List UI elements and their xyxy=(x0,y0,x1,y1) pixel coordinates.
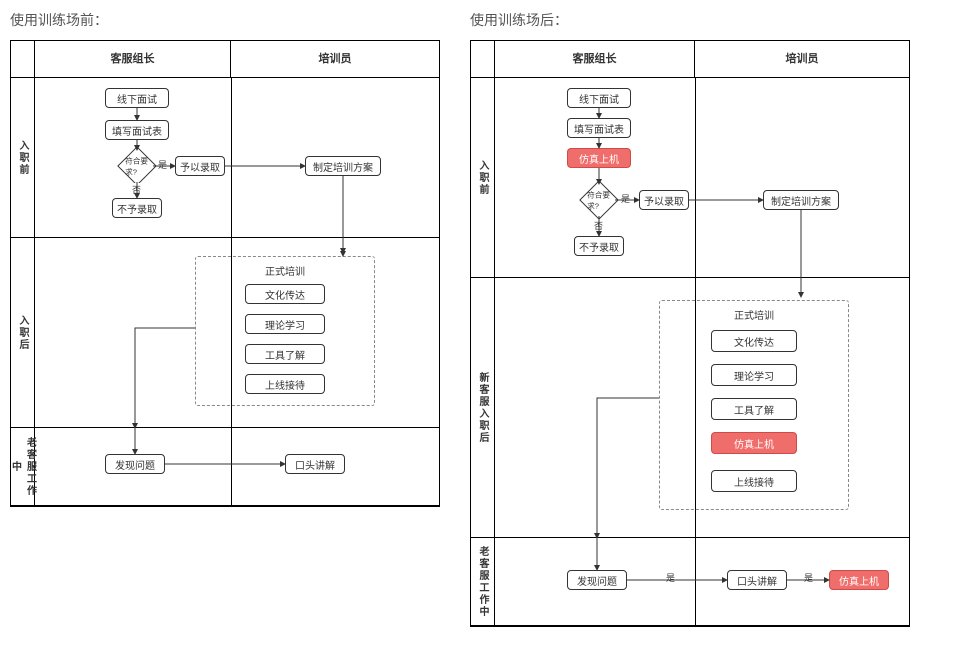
node-make-plan: 制定培训方案 xyxy=(305,156,381,176)
label-no-1: 否 xyxy=(131,183,142,196)
row2-body: 正式培训 文化传达 理论学习 工具了解 上线接待 xyxy=(35,238,439,427)
col2-header: 培训员 xyxy=(231,41,439,77)
edges-row3-before xyxy=(35,428,441,506)
diagram-container: 使用训练场前： 客服组长 培训员 入职前 线下面试 填写面试表 符合要求? xyxy=(10,10,960,627)
node-reject: 不予录取 xyxy=(112,198,162,218)
corner-a xyxy=(471,41,495,77)
row3-body-a: 发现问题 口头讲解 仿真上机 是 是 xyxy=(495,538,909,625)
node-reject-a: 不予录取 xyxy=(574,236,624,256)
node-simulate-a2: 仿真上机 xyxy=(711,432,797,454)
row2-header: 入职后 xyxy=(11,238,35,427)
row-after-onboard: 入职后 正式培训 文化传达 理论学习 工具了解 上线接待 xyxy=(11,238,439,428)
header-row: 客服组长 培训员 xyxy=(11,41,439,78)
label-yes-a3b: 是 xyxy=(803,571,814,584)
row1-header: 入职前 xyxy=(11,78,35,237)
node-tools: 工具了解 xyxy=(245,344,325,364)
corner xyxy=(11,41,35,77)
panel-after: 使用训练场后： 客服组长 培训员 入职前 线下面试 填写面试表 仿真上机 符合要… xyxy=(470,10,910,627)
row1-header-a: 入职前 xyxy=(471,78,495,277)
node-culture: 文化传达 xyxy=(245,284,325,304)
node-online: 上线接待 xyxy=(245,374,325,394)
node-accept-a: 予以录取 xyxy=(639,190,689,210)
node-decision: 符合要求? xyxy=(123,152,151,180)
row-veteran: 老客服工作中 发现问题 口头讲解 xyxy=(11,428,439,506)
row-before-onboard-a: 入职前 线下面试 填写面试表 仿真上机 符合要求? 予以录取 不予录取 制定培训… xyxy=(471,78,909,278)
label-yes-a3a: 是 xyxy=(665,571,676,584)
label-yes-a1: 是 xyxy=(620,192,631,205)
row-after-onboard-a: 新客服入职后 正式培训 文化传达 理论学习 工具了解 仿真上机 上线接待 xyxy=(471,278,909,538)
row2-header-a: 新客服入职后 xyxy=(471,278,495,537)
node-theory-a: 理论学习 xyxy=(711,364,797,386)
col1-header: 客服组长 xyxy=(35,41,231,77)
edges-row1-after xyxy=(495,78,911,278)
grid-before: 客服组长 培训员 入职前 线下面试 填写面试表 符合要求? 予以录取 不予录取 … xyxy=(10,40,440,507)
row3-header-a: 老客服工作中 xyxy=(471,538,495,625)
group-title: 正式培训 xyxy=(196,263,374,278)
node-make-plan-a: 制定培训方案 xyxy=(763,190,839,210)
header-row-a: 客服组长 培训员 xyxy=(471,41,909,78)
panel-before: 使用训练场前： 客服组长 培训员 入职前 线下面试 填写面试表 符合要求? xyxy=(10,10,440,507)
grid-after: 客服组长 培训员 入职前 线下面试 填写面试表 仿真上机 符合要求? 予以录取 … xyxy=(470,40,910,627)
row2-body-a: 正式培训 文化传达 理论学习 工具了解 仿真上机 上线接待 xyxy=(495,278,909,537)
col2-header-a: 培训员 xyxy=(695,41,909,77)
node-oral: 口头讲解 xyxy=(285,454,345,474)
node-offline-interview-a: 线下面试 xyxy=(567,88,631,108)
node-theory: 理论学习 xyxy=(245,314,325,334)
node-fill-form-a: 填写面试表 xyxy=(567,118,631,138)
label-no-a1: 否 xyxy=(593,219,604,232)
row1-body-a: 线下面试 填写面试表 仿真上机 符合要求? 予以录取 不予录取 制定培训方案 是… xyxy=(495,78,909,277)
row-veteran-a: 老客服工作中 发现问题 口头讲解 仿真上机 是 是 xyxy=(471,538,909,626)
node-simulate-a1: 仿真上机 xyxy=(567,148,631,168)
node-online-a: 上线接待 xyxy=(711,470,797,492)
row-before-onboard: 入职前 线下面试 填写面试表 符合要求? 予以录取 不予录取 制定培训方案 是 … xyxy=(11,78,439,238)
node-fill-form: 填写面试表 xyxy=(105,120,169,140)
node-simulate-a3: 仿真上机 xyxy=(829,570,889,590)
col1-header-a: 客服组长 xyxy=(495,41,695,77)
node-offline-interview: 线下面试 xyxy=(105,88,169,108)
row3-header: 老客服工作中 xyxy=(11,428,35,505)
row3-body: 发现问题 口头讲解 xyxy=(35,428,439,505)
row1-body: 线下面试 填写面试表 符合要求? 予以录取 不予录取 制定培训方案 是 否 xyxy=(35,78,439,237)
title-before: 使用训练场前： xyxy=(10,10,440,30)
node-oral-a: 口头讲解 xyxy=(727,570,787,590)
node-find-issue-a: 发现问题 xyxy=(567,570,627,590)
node-decision-a: 符合要求? xyxy=(585,186,613,214)
node-accept: 予以录取 xyxy=(175,156,225,176)
node-find-issue: 发现问题 xyxy=(105,454,165,474)
node-culture-a: 文化传达 xyxy=(711,330,797,352)
title-after: 使用训练场后： xyxy=(470,10,910,30)
group-title-a: 正式培训 xyxy=(660,307,848,322)
label-yes-1: 是 xyxy=(157,158,168,171)
node-tools-a: 工具了解 xyxy=(711,398,797,420)
